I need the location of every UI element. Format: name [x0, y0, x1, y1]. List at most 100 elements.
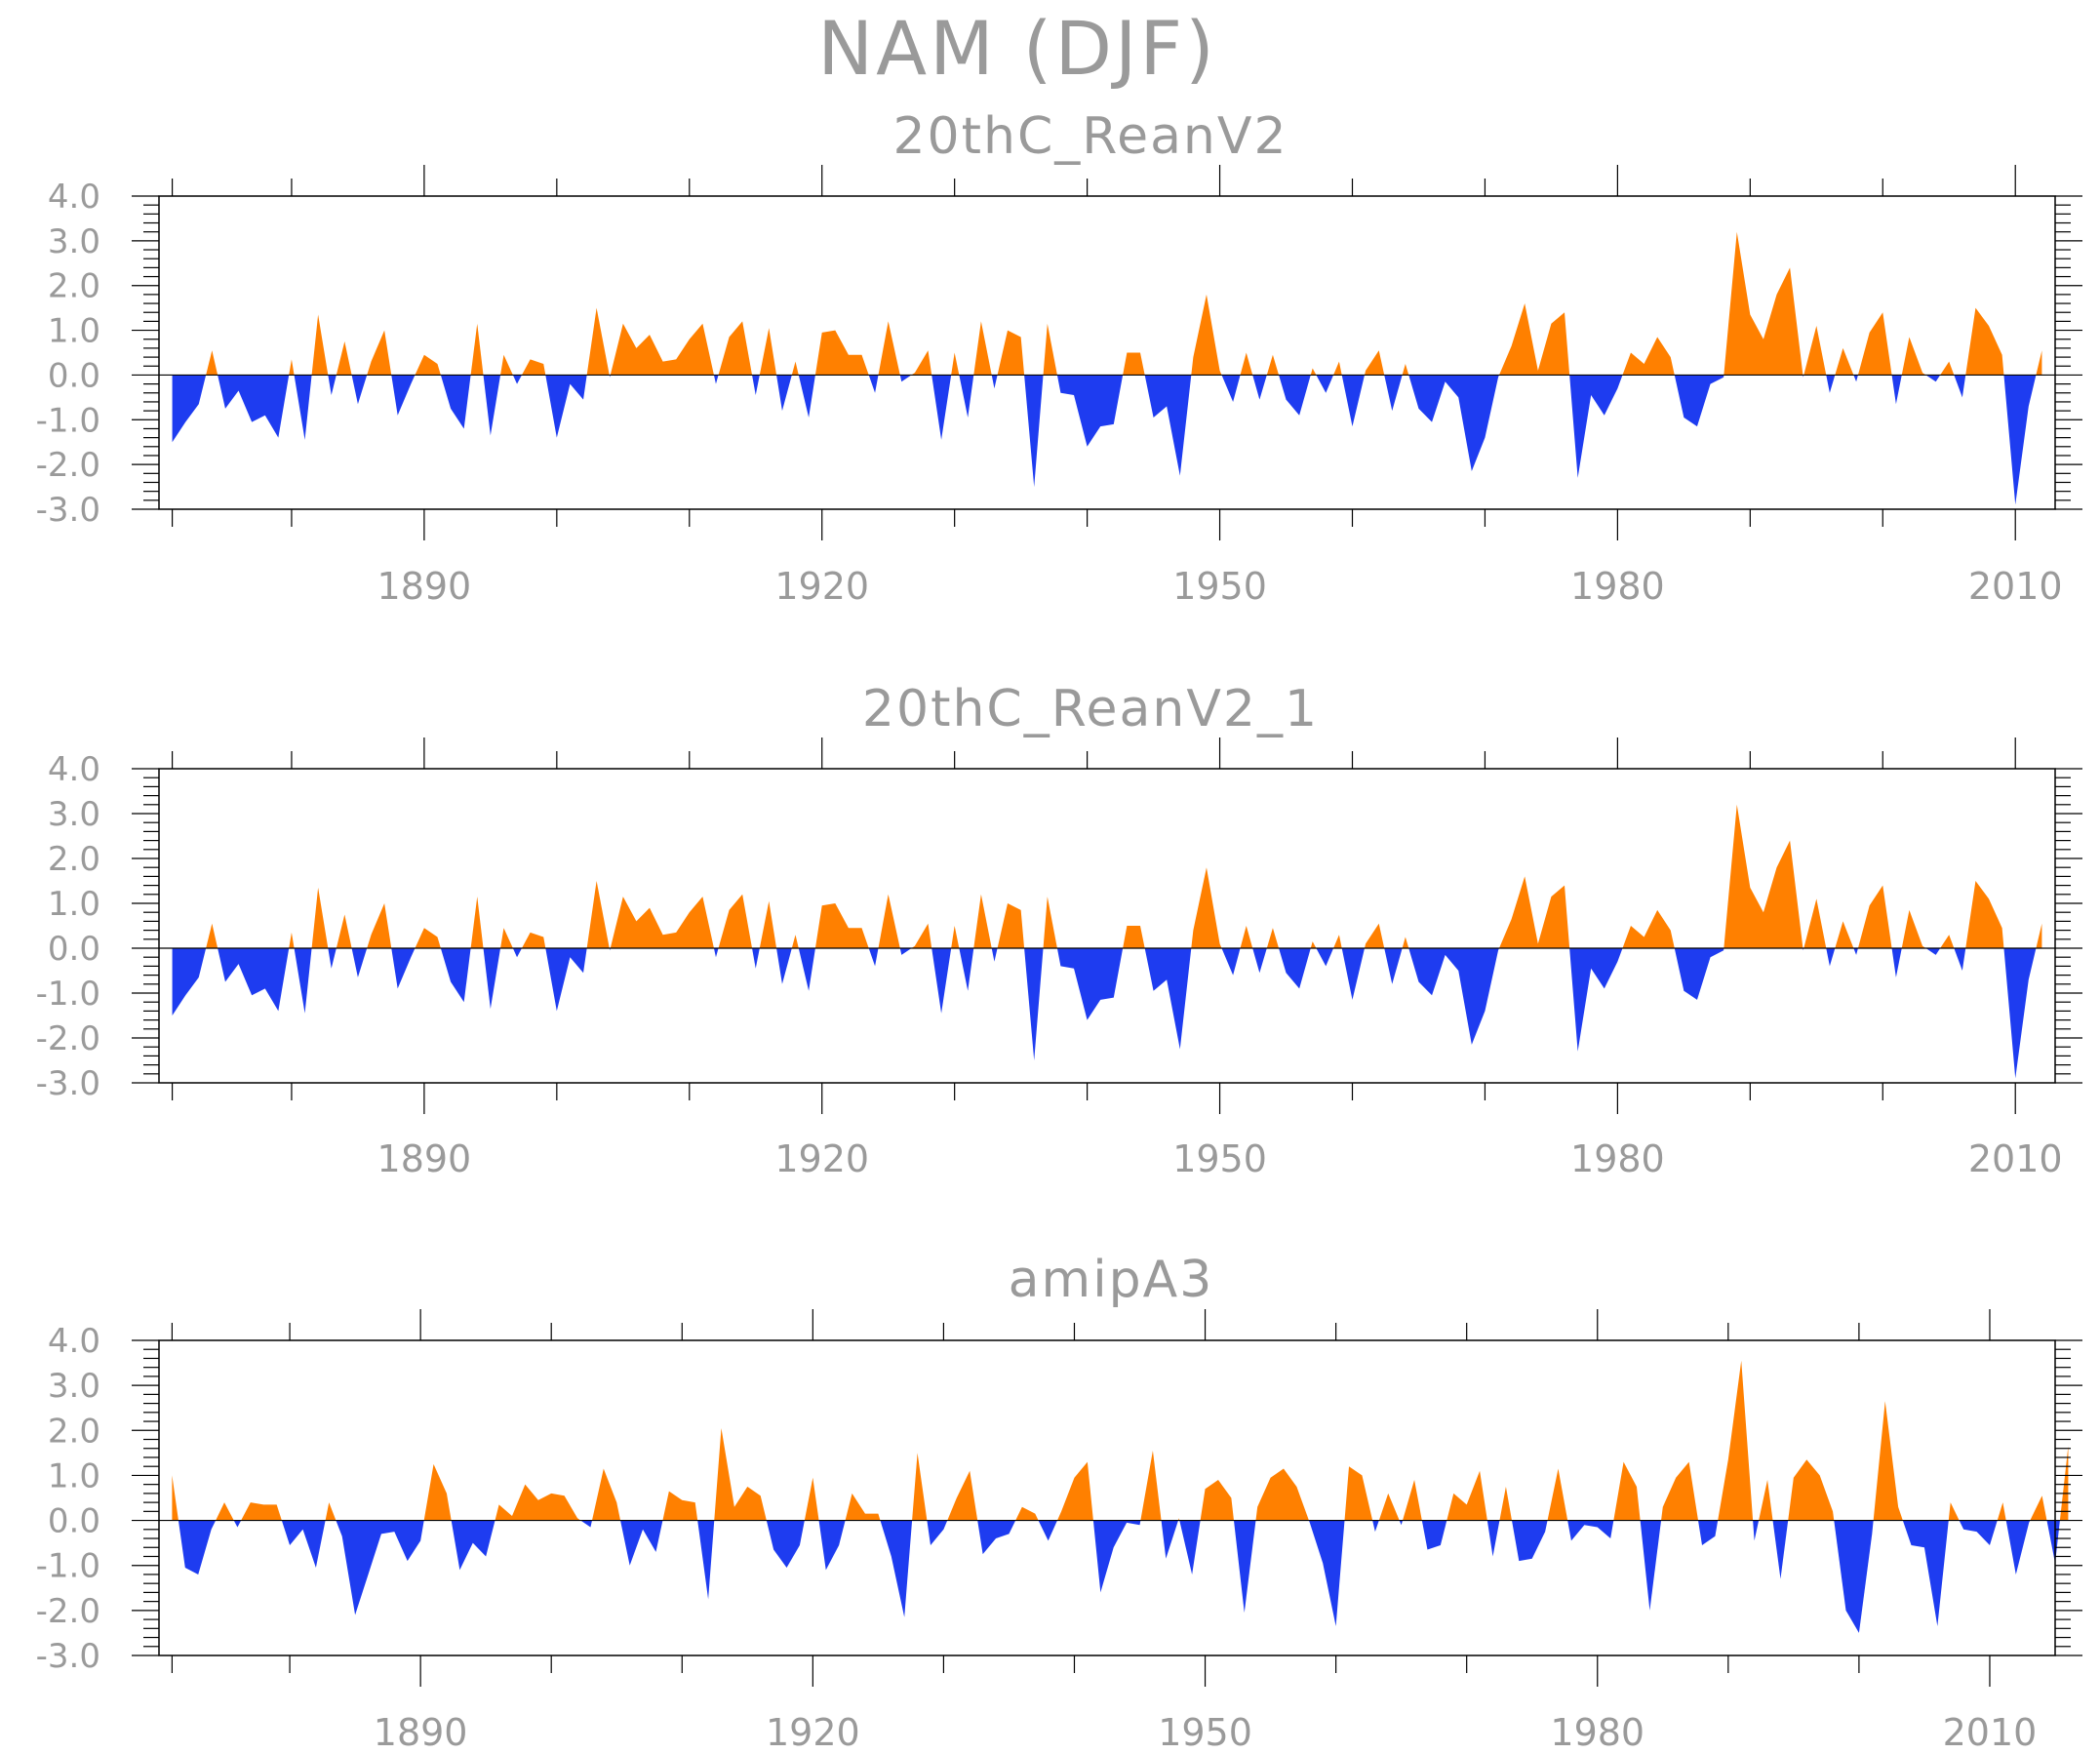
negative-anomaly-area — [991, 948, 998, 962]
positive-anomaly-area — [495, 1484, 581, 1521]
plot-frame — [158, 768, 2056, 1084]
negative-anomaly-area — [1959, 1520, 1998, 1545]
positive-anomaly-area — [289, 359, 295, 376]
positive-anomaly-area — [718, 321, 753, 376]
negative-anomaly-area — [2046, 1520, 2060, 1564]
chart-panel-20thc-reanv2: 20thC_ReanV2 4.0 3.0 2.0 1.0 0.0 -1.0 -2.0 -3.0… — [36, 107, 2082, 608]
negative-anomaly-area — [931, 948, 952, 1014]
positive-anomaly-area — [586, 307, 610, 376]
positive-anomaly-area — [1015, 1506, 1039, 1521]
negative-anomaly-area — [328, 948, 337, 969]
panel-title: amipA3 — [1009, 1251, 1214, 1309]
positive-anomaly-area — [1622, 337, 1675, 376]
y-tick-label: -3.0 — [36, 491, 100, 530]
negative-anomaly-area — [1179, 1520, 1201, 1575]
positive-anomaly-area — [1365, 350, 1385, 376]
negative-anomaly-area — [798, 375, 815, 418]
positive-anomaly-area — [311, 887, 329, 948]
negative-anomaly-area — [713, 948, 719, 958]
positive-anomaly-area — [814, 330, 869, 376]
positive-anomaly-area — [1402, 363, 1409, 376]
negative-anomaly-area — [959, 375, 974, 418]
y-tick-label: -1.0 — [36, 401, 100, 440]
negative-anomaly-area — [512, 375, 522, 384]
negative-anomaly-area — [1834, 1520, 1874, 1633]
negative-anomaly-area — [977, 1520, 1016, 1555]
negative-anomaly-area — [1038, 1520, 1057, 1541]
negative-anomaly-area — [1753, 1520, 1760, 1541]
y-tick-label: -3.0 — [36, 1637, 100, 1676]
x-tick-label: 1890 — [377, 565, 472, 608]
positive-anomaly-area — [1803, 898, 1827, 948]
negative-anomaly-area — [798, 948, 815, 991]
negative-anomaly-area — [512, 948, 522, 958]
positive-anomaly-area — [1344, 1466, 1373, 1521]
chart-panel-20thc-reanv2-1: 20thC_ReanV2_1 4.0 3.0 2.0 1.0 0.0 -1.0 -2.0 -3… — [36, 680, 2082, 1180]
negative-anomaly-area — [1512, 1520, 1548, 1562]
y-tick-label: -2.0 — [36, 446, 100, 485]
positive-anomaly-area — [1803, 325, 1827, 376]
positive-anomaly-area — [325, 1502, 337, 1521]
negative-anomaly-area — [580, 1520, 592, 1528]
positive-anomaly-area — [172, 1475, 178, 1521]
positive-anomaly-area — [470, 323, 484, 376]
negative-anomaly-area — [1853, 948, 1858, 955]
y-tick-label: 0.0 — [48, 356, 100, 395]
negative-anomaly-area — [766, 1520, 805, 1569]
positive-anomaly-area — [997, 330, 1025, 376]
positive-anomaly-area — [759, 900, 777, 948]
negative-anomaly-area — [776, 948, 792, 984]
negative-anomaly-area — [1221, 948, 1241, 976]
negative-anomaly-area — [1279, 375, 1311, 416]
positive-anomaly-area — [1965, 307, 2004, 376]
negative-anomaly-area — [172, 375, 207, 443]
negative-anomaly-area — [899, 375, 912, 382]
positive-anomaly-area — [1056, 1461, 1093, 1521]
y-tick-label: 0.0 — [48, 930, 100, 969]
negative-anomaly-area — [1316, 375, 1334, 393]
positive-anomaly-area — [1835, 347, 1854, 376]
positive-anomaly-area — [951, 352, 960, 376]
negative-anomaly-area — [1233, 1520, 1256, 1614]
negative-anomaly-area — [1341, 948, 1365, 1000]
negative-anomaly-area — [1891, 948, 1902, 977]
positive-anomaly-area — [415, 928, 441, 948]
negative-anomaly-area — [1384, 948, 1403, 984]
negative-anomaly-area — [620, 1520, 663, 1566]
x-tick-label: 1950 — [1158, 1711, 1252, 1754]
positive-anomaly-area — [1857, 885, 1892, 948]
positive-anomaly-area — [1499, 303, 1570, 376]
negative-anomaly-area — [1569, 375, 1623, 478]
positive-anomaly-area — [1724, 804, 1803, 948]
negative-anomaly-area — [1925, 375, 1941, 382]
x-tick-label: 1980 — [1570, 1137, 1665, 1180]
positive-anomaly-area — [1310, 941, 1317, 948]
y-tick-label: 2.0 — [48, 267, 100, 306]
positive-anomaly-area — [206, 923, 218, 948]
negative-anomaly-area — [440, 948, 471, 1003]
negative-anomaly-area — [1569, 948, 1623, 1052]
negative-anomaly-area — [1056, 375, 1124, 447]
negative-anomaly-area — [351, 375, 368, 405]
positive-anomaly-area — [791, 361, 799, 376]
positive-anomaly-area — [1191, 294, 1222, 376]
negative-anomaly-area — [1567, 1520, 1614, 1541]
y-tick-label: 1.0 — [48, 885, 100, 924]
positive-anomaly-area — [1788, 1459, 1835, 1521]
positive-anomaly-area — [1759, 1480, 1773, 1521]
positive-anomaly-area — [1997, 1502, 2006, 1521]
panel-title: 20thC_ReanV2 — [892, 107, 1288, 166]
x-tick-label: 1950 — [1172, 1137, 1267, 1180]
positive-anomaly-area — [1724, 231, 1803, 376]
negative-anomaly-area — [991, 375, 998, 389]
positive-anomaly-area — [878, 321, 900, 376]
positive-anomaly-area — [586, 881, 610, 948]
negative-anomaly-area — [1279, 948, 1311, 989]
positive-anomaly-area — [610, 897, 714, 948]
positive-anomaly-area — [718, 894, 753, 948]
negative-anomaly-area — [440, 375, 471, 429]
negative-anomaly-area — [1891, 375, 1902, 405]
negative-anomaly-area — [1954, 375, 1966, 398]
negative-anomaly-area — [336, 1520, 424, 1615]
negative-anomaly-area — [1372, 1520, 1379, 1533]
